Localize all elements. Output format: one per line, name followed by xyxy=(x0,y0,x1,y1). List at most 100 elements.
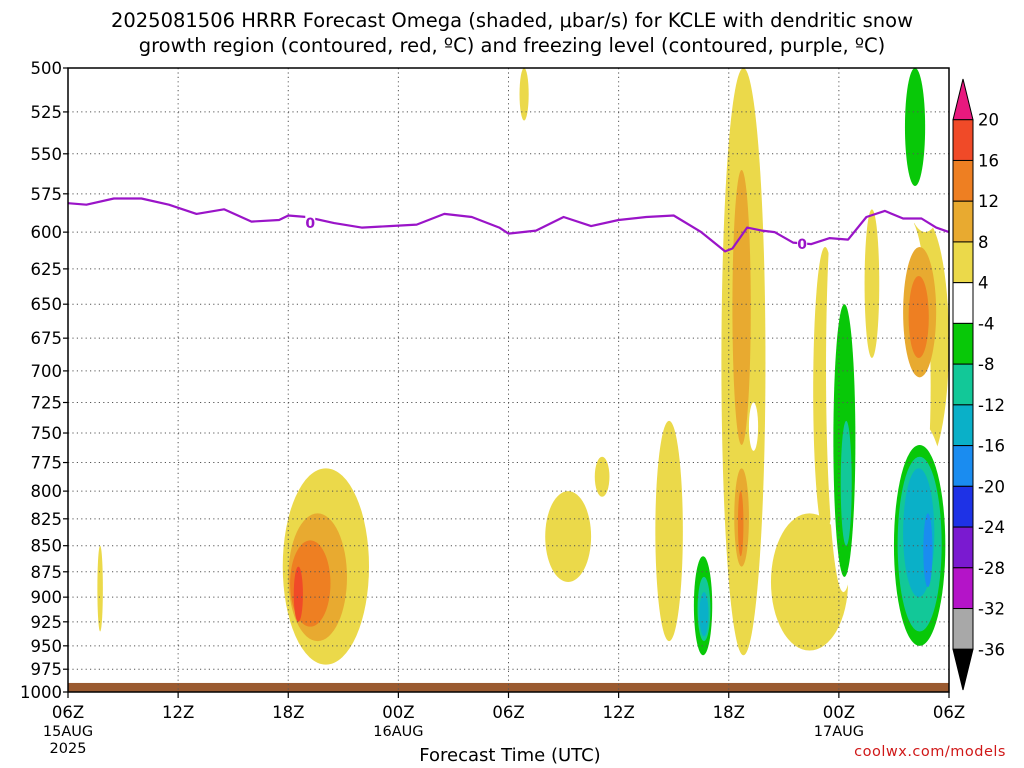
ground-strip xyxy=(68,682,949,692)
colorbar-segment xyxy=(952,526,974,569)
colorbar-label: -16 xyxy=(978,437,1005,456)
y-tick-label: 625 xyxy=(31,260,63,279)
omega-region xyxy=(864,209,880,358)
colorbar-segment xyxy=(952,567,974,610)
x-date-label: 17AUG xyxy=(814,724,864,740)
y-tick-label: 775 xyxy=(31,454,63,473)
omega-region xyxy=(840,420,852,546)
colorbar-segment xyxy=(952,322,974,365)
chart-title-line-2: growth region (contoured, red, ºC) and f… xyxy=(138,34,886,57)
y-tick-label: 700 xyxy=(31,362,63,381)
omega-region xyxy=(134,68,138,95)
omega-region xyxy=(737,491,744,557)
omega-region xyxy=(519,68,529,121)
freezing-level-label: 0 xyxy=(305,216,315,232)
omega-region xyxy=(611,616,625,646)
y-tick-label: 925 xyxy=(31,613,63,632)
chart-title-line-1: 2025081506 HRRR Forecast Omega (shaded, … xyxy=(110,9,914,32)
y-tick-label: 525 xyxy=(31,103,63,122)
colorbar-label: 8 xyxy=(978,233,989,252)
colorbar-segment xyxy=(952,363,974,406)
y-tick-label: 600 xyxy=(31,223,63,242)
omega-region xyxy=(748,402,759,451)
omega-region xyxy=(464,68,470,171)
colorbar-segment xyxy=(952,200,974,243)
y-tick-label: 550 xyxy=(31,145,63,164)
omega-region xyxy=(293,566,303,622)
colorbar-label: -24 xyxy=(978,518,1005,537)
x-tick-label: 00Z xyxy=(382,703,414,722)
x-tick-label: 06Z xyxy=(933,703,965,722)
colorbar-label: -4 xyxy=(978,314,994,333)
omega-shading xyxy=(97,68,950,670)
omega-region xyxy=(770,513,849,651)
y-tick-label: 575 xyxy=(31,185,63,204)
freezing-level-line xyxy=(67,197,950,253)
y-tick-label: 825 xyxy=(31,510,63,529)
omega-region xyxy=(594,456,610,497)
y-tick-label: 500 xyxy=(31,59,63,78)
y-tick-label: 900 xyxy=(31,588,63,607)
x-date-label: 15AUG xyxy=(43,724,93,740)
colorbar-segment xyxy=(952,241,974,284)
omega-region xyxy=(732,170,751,445)
omega-region xyxy=(908,276,929,358)
x-tick-label: 06Z xyxy=(492,703,524,722)
colorbar-label: 16 xyxy=(978,151,999,170)
omega-region xyxy=(945,420,950,492)
colorbar-label: -32 xyxy=(978,600,1005,619)
grid-lines xyxy=(68,68,949,692)
y-tick-label: 875 xyxy=(31,563,63,582)
x-year-label: 2025 xyxy=(50,741,87,757)
omega-region xyxy=(477,396,509,567)
y-tick-label: 650 xyxy=(31,295,63,314)
contour-label-bg xyxy=(305,215,316,232)
source-credit: coolwx.com/models xyxy=(854,744,1006,760)
colorbar-segment xyxy=(952,119,974,161)
y-tick-label: 725 xyxy=(31,393,63,412)
colorbar-segment xyxy=(952,648,974,691)
ground-surface xyxy=(68,682,949,692)
x-tick-label: 12Z xyxy=(162,703,194,722)
omega-region xyxy=(904,68,926,186)
omega-region xyxy=(97,545,103,632)
colorbar-label: -20 xyxy=(978,477,1005,496)
x-tick-label: 00Z xyxy=(823,703,855,722)
x-tick-label: 18Z xyxy=(713,703,745,722)
omega-region xyxy=(655,420,683,642)
colorbar-label: -36 xyxy=(978,640,1005,659)
y-tick-label: 950 xyxy=(31,637,63,656)
y-tick-label: 750 xyxy=(31,424,63,443)
x-date-label: 16AUG xyxy=(373,724,423,740)
colorbar-segment xyxy=(952,404,974,447)
colorbar-segment xyxy=(952,159,974,202)
colorbar-label: -8 xyxy=(978,355,994,374)
omega-region xyxy=(447,444,454,492)
freezing-level-label: 0 xyxy=(797,237,807,253)
colorbar-segment xyxy=(952,608,974,650)
x-tick-label: 18Z xyxy=(272,703,304,722)
x-tick-label: 06Z xyxy=(52,703,84,722)
omega-region xyxy=(545,491,592,583)
y-tick-label: 850 xyxy=(31,537,63,556)
x-tick-label: 12Z xyxy=(602,703,634,722)
y-tick-label: 675 xyxy=(31,329,63,348)
y-tick-label: 975 xyxy=(31,660,63,679)
x-axis-title: Forecast Time (UTC) xyxy=(419,745,601,766)
freezing-level-contour: 00 xyxy=(67,197,950,253)
colorbar-label: -12 xyxy=(978,396,1005,415)
pressure-axis: 500 525 550 575 600 625 650 675 700 725 750 775 800 8… xyxy=(20,59,68,702)
colorbar-label: -28 xyxy=(978,559,1005,578)
colorbar-label: 4 xyxy=(978,274,989,293)
y-tick-label: 800 xyxy=(31,482,63,501)
colorbar-label: 20 xyxy=(978,111,999,130)
y-tick-label: 1000 xyxy=(20,683,62,702)
colorbar: 20 16 12 8 4 -4 -8 -12 -16 -20 -24 -28 -32 -36 xyxy=(952,78,1005,691)
contour-label-bg xyxy=(797,236,808,253)
colorbar-segment xyxy=(952,485,974,528)
omega-region xyxy=(706,103,715,218)
colorbar-label: 12 xyxy=(978,192,999,211)
colorbar-segment xyxy=(952,282,974,324)
